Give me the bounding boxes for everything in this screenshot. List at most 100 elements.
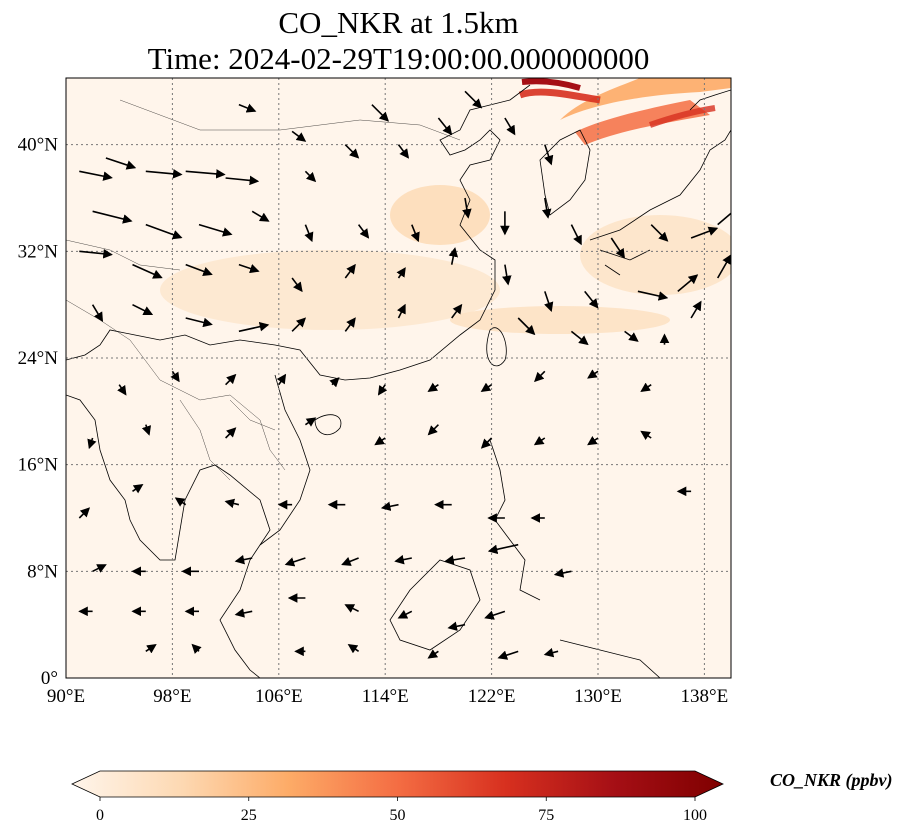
wind-arrow: [677, 274, 699, 292]
colorbar-tick-label: 50: [390, 807, 406, 824]
wind-arrow: [357, 224, 370, 239]
wind-arrow: [570, 330, 589, 346]
lat-tick-label: 24°N: [18, 348, 59, 369]
wind-arrow: [185, 317, 213, 328]
wind-arrow: [504, 117, 516, 136]
wind-arrow: [437, 117, 453, 136]
wind-arrow: [185, 169, 226, 179]
wind-arrow: [234, 608, 253, 618]
wind-arrow: [276, 373, 287, 386]
wind-arrow: [344, 263, 356, 279]
wind-arrow: [502, 264, 512, 286]
wind-arrow: [344, 604, 359, 613]
wind-arrow: [553, 568, 572, 578]
wind-arrow: [92, 564, 107, 573]
wind-arrow: [344, 317, 356, 332]
wind-arrow: [225, 175, 260, 186]
wind-arrow: [444, 555, 466, 565]
co-enhancement-area: [160, 250, 500, 330]
wind-arrow: [517, 317, 536, 336]
lon-tick-label: 114°E: [362, 686, 409, 707]
wind-arrow: [396, 267, 406, 279]
philippines-outline: [489, 439, 541, 601]
map-title: CO_NKR at 1.5km: [278, 5, 519, 40]
wind-arrow: [87, 437, 97, 450]
wind-arrow: [225, 427, 237, 439]
wind-arrow: [198, 223, 233, 237]
wind-arrow: [374, 435, 386, 446]
hokkaido-outline: [689, 89, 731, 111]
wind-arrow: [105, 157, 137, 170]
wind-arrow: [291, 317, 307, 332]
hainan-island: [314, 414, 342, 436]
taiwan-island: [486, 327, 507, 367]
wind-arrow: [132, 263, 163, 279]
co-field-background: [66, 78, 731, 678]
wind-arrow: [480, 437, 493, 449]
country-borders: [66, 99, 461, 481]
wind-arrow: [132, 484, 144, 494]
wind-arrow: [117, 384, 127, 396]
wind-arrow: [717, 204, 731, 226]
wind-arrow: [650, 224, 669, 242]
wind-arrow: [397, 303, 406, 319]
co-enhancement-area: [580, 215, 731, 295]
wind-arrow: [541, 197, 552, 219]
wind-arrow: [610, 237, 625, 259]
wind-arrow: [304, 170, 317, 183]
lon-tick-label: 122°E: [468, 686, 516, 707]
wind-arrow: [238, 263, 260, 274]
wind-arrow: [544, 144, 554, 166]
map-frame: [65, 77, 732, 679]
wind-arrow: [587, 369, 599, 379]
lat-tick-label: 8°N: [27, 561, 58, 582]
colorbar-body: [71, 770, 724, 798]
wind-arrow: [427, 424, 439, 436]
wind-arrow: [497, 650, 519, 660]
wind-arrow: [690, 300, 702, 319]
co-plume-filament: [521, 78, 581, 91]
wind-arrow: [291, 277, 303, 293]
colorbar-tick-label: 75: [538, 807, 554, 824]
wind-arrow: [394, 554, 412, 565]
co-plume-filament: [518, 88, 601, 104]
map-subtitle: Time: 2024-02-29T19:00:00.000000000: [147, 41, 650, 76]
wind-arrow: [78, 507, 91, 519]
wind-arrow: [448, 247, 459, 265]
wind-arrow: [570, 224, 582, 246]
japan-outline: [589, 129, 731, 276]
wind-arrow: [145, 169, 183, 179]
wind-arrow: [637, 290, 669, 301]
new-guinea-outline: [559, 639, 661, 678]
wind-arrow: [174, 497, 187, 507]
map-area: [66, 78, 731, 678]
wind-arrow: [170, 370, 180, 383]
wind-arrow: [533, 435, 546, 446]
wind-arrow: [224, 498, 240, 509]
wind-arrow: [145, 223, 183, 240]
wind-arrow: [238, 321, 270, 333]
wind-arrow: [191, 643, 202, 654]
wind-arrow: [717, 254, 731, 279]
colorbar-tick-label: 0: [96, 807, 104, 824]
wind-arrow: [484, 610, 506, 620]
wind-arrow: [238, 103, 257, 113]
wind-arrow: [410, 224, 420, 243]
wind-arrow: [397, 609, 413, 619]
wind-arrow: [480, 382, 493, 392]
wind-arrow: [534, 370, 546, 383]
colorbar-tick-label: 25: [241, 807, 257, 824]
wind-arrow: [304, 417, 317, 427]
wind-vectors: [78, 90, 731, 660]
wind-arrow: [464, 90, 483, 109]
longitude-ticks: 90°E 98°E 106°E 114°E 122°E 130°E 138°E: [47, 686, 728, 707]
wind-arrow: [584, 290, 599, 309]
co-enhancement-area: [450, 306, 670, 334]
wind-arrow: [225, 373, 237, 386]
lat-tick-label: 32°N: [18, 241, 59, 262]
lon-tick-label: 106°E: [255, 686, 303, 707]
wind-arrow: [329, 377, 340, 388]
lat-tick-label: 16°N: [18, 455, 59, 476]
colorbar-ticks: 0 25 50 75 100: [96, 797, 707, 824]
